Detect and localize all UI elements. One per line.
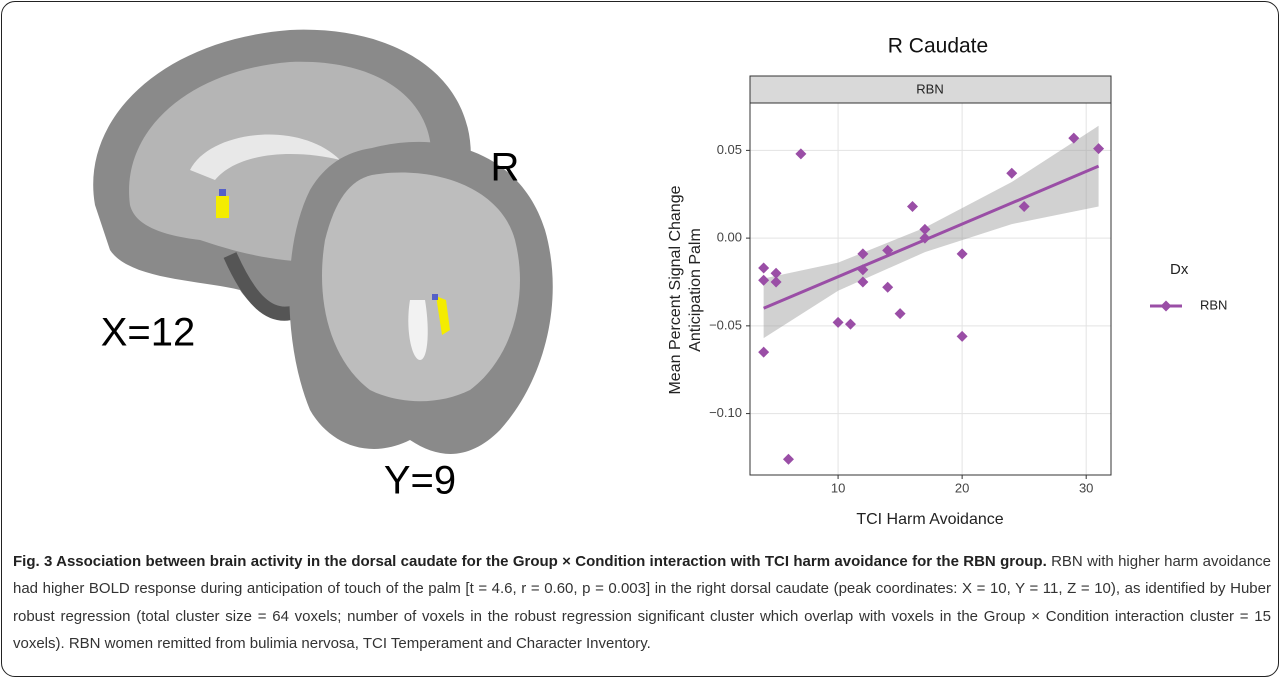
y-tick-label: −0.10 — [709, 405, 742, 420]
caption: Fig. 3 Association between brain activit… — [13, 548, 1271, 657]
y-axis-title: Anticipation Palm — [687, 228, 704, 352]
chart-title: R Caudate — [888, 35, 988, 58]
y-tick-label: −0.05 — [709, 317, 742, 332]
y-tick-label: 0.05 — [717, 142, 742, 157]
y-axis-title: Mean Percent Signal Change — [667, 185, 684, 394]
sagittal-label: X=12 — [101, 311, 196, 355]
legend-title: Dx — [1170, 261, 1189, 278]
x-tick-label: 30 — [1079, 480, 1093, 495]
coronal-label: Y=9 — [384, 459, 456, 503]
x-tick-label: 10 — [831, 480, 845, 495]
x-tick-label: 20 — [955, 480, 969, 495]
caption-title: Fig. 3 Association between brain activit… — [13, 553, 1047, 570]
facet-label: RBN — [916, 81, 943, 96]
figure: X=12 R Y=9 R Caudate RBN TCI Harm Avoida… — [0, 0, 1282, 540]
page: {"figure": {"sagittal_label": "X=12", "c… — [0, 0, 1282, 680]
y-tick-label: 0.00 — [717, 230, 742, 245]
x-axis-title: TCI Harm Avoidance — [856, 511, 1003, 528]
legend-label: RBN — [1200, 297, 1227, 312]
side-label: R — [491, 146, 520, 190]
legend-marker — [1161, 301, 1172, 312]
